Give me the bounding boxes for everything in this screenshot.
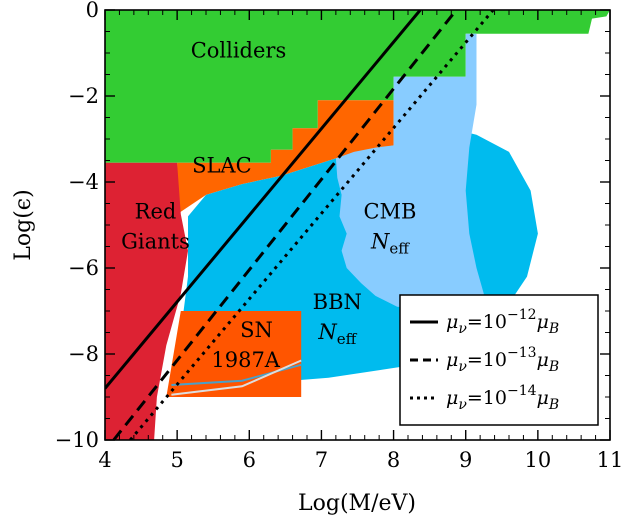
series-line-dotted [129, 10, 495, 440]
region-label-giants: Giants [121, 230, 190, 254]
y-tick-label: −2 [68, 84, 99, 108]
legend-label-solid: μν=10−12μB [446, 307, 559, 337]
x-tick-label: 11 [597, 448, 624, 472]
legend-label-dotted: μν=10−14μB [446, 383, 559, 413]
legend-box [399, 294, 599, 426]
legend: μν=10−12μB μν=10−13μB μν=10−14μB [399, 294, 599, 426]
region-cmb-n-eff [335, 33, 484, 316]
y-tick-label: −4 [68, 170, 99, 194]
x-tick-label: 9 [459, 448, 472, 472]
y-tick-label: −10 [55, 428, 99, 452]
x-tick-label: 6 [243, 448, 256, 472]
axis-ticks: 4 5 6 7 8 9 10 11 0 −2 −4 −6 −8 −10 [55, 0, 624, 472]
x-tick-label: 7 [315, 448, 328, 472]
region-slac [177, 100, 394, 215]
region-labels: Colliders SLAC Red Giants CMB BBN SN 1987A Neff N… [121, 38, 416, 372]
y-tick-label: −6 [68, 256, 99, 280]
region-red-giants [105, 162, 188, 440]
neff-label-1: Neff [370, 230, 410, 258]
region-label-bbn: BBN [313, 290, 362, 314]
y-tick-label: 0 [86, 0, 99, 22]
region-label-cmb: CMB [363, 200, 416, 224]
sn-inner-curve-2 [171, 359, 302, 396]
region-label-colliders: Colliders [191, 38, 287, 62]
x-axis-title: Log(M/eV) [298, 491, 416, 516]
x-tick-label: 10 [524, 448, 551, 472]
region-label-1987a: 1987A [211, 348, 280, 372]
x-tick-label: 4 [98, 448, 111, 472]
legend-label-dashed: μν=10−13μB [446, 345, 559, 375]
neff-label-2: Neff [317, 320, 357, 348]
y-tick-label: −8 [68, 342, 99, 366]
sn-inner-curves [171, 359, 302, 396]
y-axis-title: Log(ϵ) [11, 189, 36, 260]
region-label-sn: SN [240, 318, 273, 342]
regions [105, 10, 610, 440]
region-label-red: Red [135, 200, 177, 224]
series-line-dashed [112, 10, 458, 440]
x-tick-label: 8 [387, 448, 400, 472]
x-tick-label: 5 [170, 448, 183, 472]
series-line-solid [105, 10, 422, 390]
series-lines [105, 10, 495, 440]
region-label-slac: SLAC [192, 154, 252, 178]
